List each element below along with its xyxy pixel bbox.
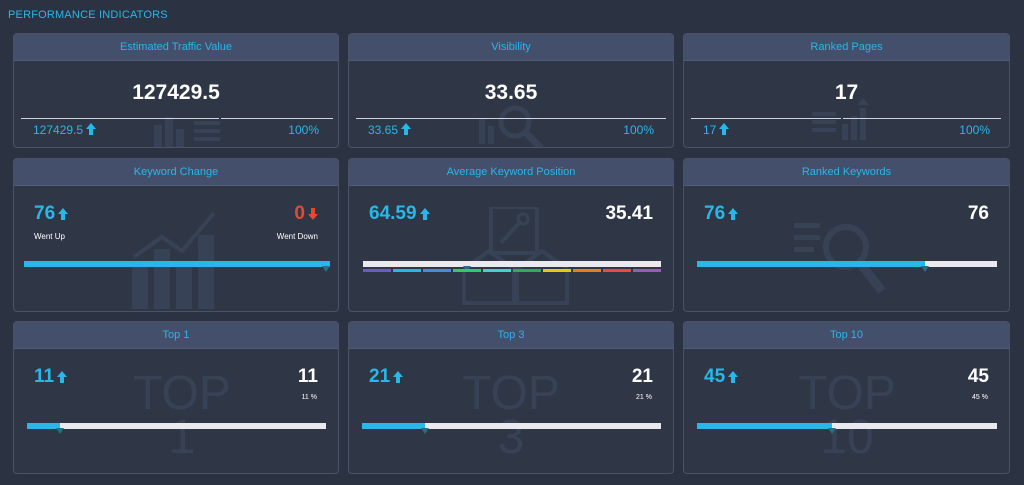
ranked-keywords-card: Ranked Keywords 76 76: [683, 158, 1010, 312]
ranked-keywords-bar: [697, 261, 997, 272]
top1-card: Top 1 TOP 1 11 11 11 %: [13, 321, 339, 474]
ranked-pages-value: 17: [834, 81, 859, 104]
top10-right-value: 45: [967, 366, 989, 387]
bar-chart-icon: [154, 117, 220, 147]
position-scale-segment: [453, 269, 481, 272]
visibility-sub-value: 33.65: [368, 123, 412, 137]
avg-position-right-value: 35.41: [605, 203, 653, 224]
top1-percent: 11 %: [301, 394, 317, 401]
bar-marker: [420, 428, 429, 434]
went-up-label: Went Up: [34, 232, 65, 241]
ranked-keywords-fill: [697, 261, 925, 267]
card-title: Ranked Keywords: [684, 159, 1009, 186]
card-title: Top 3: [349, 322, 673, 349]
avg-position-card: Average Keyword Position 64.59 35.41: [348, 158, 674, 312]
keyword-change-card: Keyword Change 76 Went Up 0 Went Down: [13, 158, 339, 312]
top10-card: Top 10 TOP 10 45 45 45 %: [683, 321, 1010, 474]
arrow-up-icon: [57, 371, 68, 383]
traffic-sub-value: 127429.5: [33, 123, 97, 137]
card-title: Top 10: [684, 322, 1009, 349]
card-title: Visibility: [349, 34, 673, 61]
position-scale-segment: [423, 269, 451, 272]
top-watermark: TOP 3: [462, 367, 560, 464]
visibility-card: Visibility 33.65 33.65 100%: [348, 33, 674, 148]
top10-percent: 45 %: [972, 394, 988, 401]
traffic-card: Estimated Traffic Value 127429.5 127429.…: [13, 33, 339, 148]
arrow-up-icon: [393, 371, 404, 383]
top3-bar: [362, 423, 661, 434]
visibility-sub-pct: 100%: [623, 123, 654, 137]
position-scale-segment: [393, 269, 421, 272]
arrow-up-icon: [728, 208, 739, 220]
position-scale-segment: [483, 269, 511, 272]
position-scale-segment: [603, 269, 631, 272]
position-scale-segment: [543, 269, 571, 272]
position-scale-segment: [363, 269, 391, 272]
went-up-value: 76: [34, 203, 69, 225]
position-scale-segment: [513, 269, 541, 272]
ranked-pages-sub-value: 17: [703, 123, 730, 137]
top-watermark: TOP 10: [798, 367, 896, 464]
divider: [691, 118, 841, 119]
traffic-value: 127429.5: [132, 81, 220, 104]
position-scale-segment: [573, 269, 601, 272]
bar-marker: [322, 266, 330, 272]
avg-position-left-value: 64.59: [369, 203, 430, 225]
home-key-icon: [462, 207, 569, 305]
top3-fill: [362, 423, 425, 429]
top3-card: Top 3 TOP 3 21 21 21 %: [348, 321, 674, 474]
position-scale-segment: [633, 269, 661, 272]
visibility-value: 33.65: [484, 81, 538, 104]
arrow-down-icon: [308, 208, 318, 220]
arrow-up-icon: [719, 123, 730, 135]
arrow-up-icon: [86, 123, 97, 135]
top-watermark: TOP 1: [133, 367, 231, 464]
top10-bar: [697, 423, 997, 434]
divider: [21, 118, 219, 119]
section-title: PERFORMANCE INDICATORS: [8, 9, 168, 21]
top1-bar: [27, 423, 326, 434]
ranked-pages-sub-pct: 100%: [959, 123, 990, 137]
went-down-value: 0: [294, 203, 318, 225]
growth-chart-icon: [132, 211, 216, 309]
went-up-fill: [24, 261, 330, 267]
bar-marker: [921, 266, 929, 272]
divider: [221, 118, 333, 119]
position-scale: [363, 269, 661, 272]
card-title: Keyword Change: [14, 159, 338, 186]
top1-fill: [27, 423, 60, 429]
top1-left-value: 11: [34, 366, 68, 388]
bar-marker: [828, 428, 836, 434]
top3-percent: 21 %: [636, 394, 652, 401]
arrow-up-icon: [58, 208, 69, 220]
traffic-sub-pct: 100%: [288, 123, 319, 137]
top10-left-value: 45: [704, 366, 739, 388]
arrow-up-icon: [728, 371, 739, 383]
top3-left-value: 21: [369, 366, 404, 388]
divider: [356, 118, 666, 119]
arrow-up-icon: [419, 208, 430, 220]
ranked-keywords-left-value: 76: [704, 203, 739, 225]
divider: [843, 118, 1001, 119]
ranked-pages-card: Ranked Pages 17 17 100%: [683, 33, 1010, 148]
magnifier-chart-icon: [479, 105, 544, 147]
top3-right-value: 21: [631, 366, 653, 387]
card-title: Top 1: [14, 322, 338, 349]
avg-position-bar: [363, 261, 661, 272]
ranked-keywords-right-value: 76: [967, 203, 989, 224]
top1-right-value: 11: [297, 366, 318, 387]
card-title: Ranked Pages: [684, 34, 1009, 61]
top10-fill: [697, 423, 832, 429]
search-keywords-icon: [794, 223, 886, 294]
arrow-up-icon: [401, 123, 412, 135]
went-down-label: Went Down: [276, 232, 318, 241]
keyword-change-bar: [24, 261, 330, 272]
bar-marker: [55, 428, 64, 434]
card-title: Average Keyword Position: [349, 159, 673, 186]
card-title: Estimated Traffic Value: [14, 34, 338, 61]
